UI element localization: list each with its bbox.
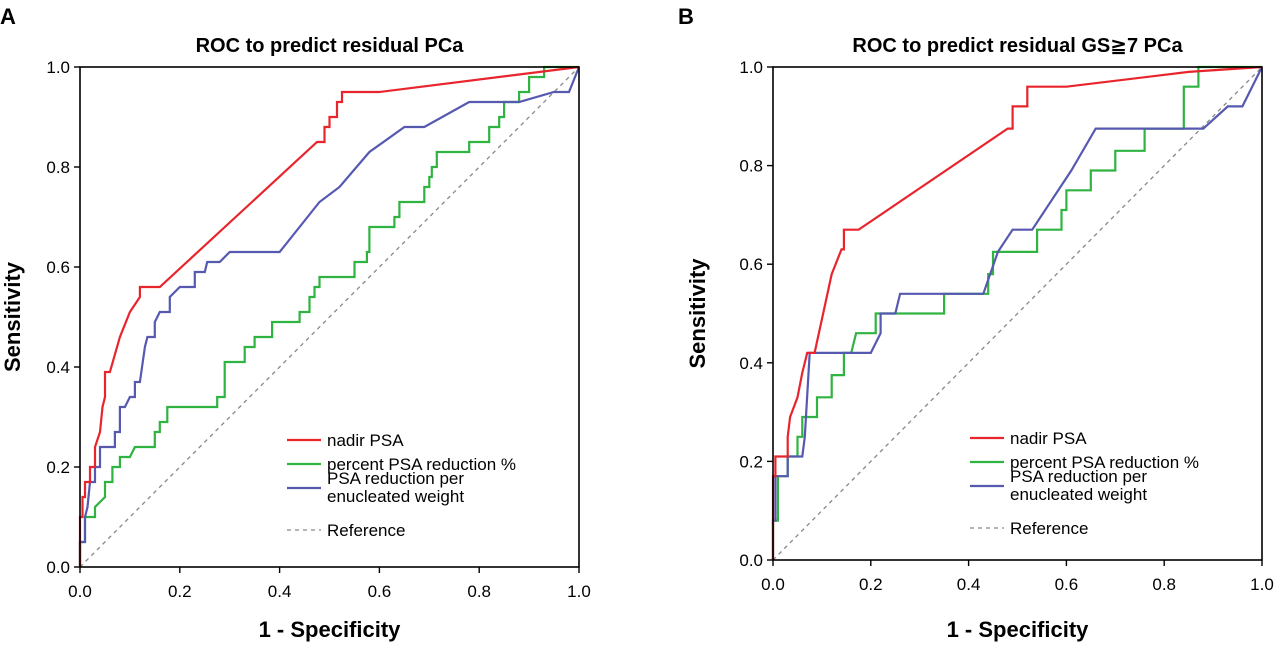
plot-frame: [772, 66, 1263, 561]
series-line-nadir-psa: [771, 65, 1263, 560]
series-line-reference: [772, 66, 1263, 561]
x-tick-label: 0.6: [368, 582, 392, 601]
y-tick-label: 0.4: [739, 354, 763, 373]
y-tick-label: 0.6: [739, 255, 763, 274]
legend: nadir PSA percent PSA reduction %PSA redu…: [970, 429, 1199, 538]
x-tick-label: 0.6: [1055, 575, 1079, 594]
series-line-percent-psa-reduction: [78, 65, 579, 567]
legend-label: Reference: [1010, 519, 1088, 538]
y-tick-label: 0.0: [739, 551, 763, 570]
x-tick-label: 1.0: [567, 582, 591, 601]
x-tick-label: 0.2: [859, 575, 883, 594]
y-tick-label: 1.0: [739, 58, 763, 77]
y-tick-label: 1.0: [46, 58, 70, 77]
x-tick-label: 0.2: [168, 582, 192, 601]
legend-label: percent PSA reduction %: [327, 455, 516, 474]
chart-panel-b: B ROC to predict residual GS≧7 PCa 0.0 0.2 0…: [678, 4, 1274, 642]
y-tick-label: 0.8: [739, 157, 763, 176]
legend-label: PSA reduction per enucleated weight: [1010, 467, 1147, 504]
x-tick-label: 0.8: [467, 582, 491, 601]
series-line-reference: [79, 66, 580, 568]
x-tick-label: 0.8: [1152, 575, 1176, 594]
legend: nadir PSA percent PSA reduction %PSA redu…: [287, 431, 516, 540]
panel-letter: A: [0, 4, 16, 29]
y-axis-label: Sensitivity: [685, 258, 710, 369]
y-tick-label: 0.6: [46, 258, 70, 277]
legend-label: nadir PSA: [327, 431, 404, 450]
panel-letter: B: [678, 4, 694, 29]
y-tick-label: 0.4: [46, 358, 70, 377]
series-line-percent-psa-reduction: [771, 65, 1262, 560]
x-tick-label: 0.0: [68, 582, 92, 601]
legend-label: percent PSA reduction %: [1010, 453, 1199, 472]
y-tick-label: 0.2: [739, 452, 763, 471]
x-tick-label: 0.0: [761, 575, 785, 594]
chart-panel-a: A ROC to predict residual PCa 0.0 0.2 0.4 0.6…: [0, 4, 591, 642]
plot-frame: [79, 66, 580, 568]
series-line-nadir-psa: [78, 65, 580, 567]
legend-label: PSA reduction per enucleated weight: [327, 469, 464, 506]
legend-label: nadir PSA: [1010, 429, 1087, 448]
y-tick-label: 0.2: [46, 458, 70, 477]
x-tick-label: 1.0: [1250, 575, 1274, 594]
x-tick-label: 0.4: [957, 575, 981, 594]
y-axis-label: Sensitivity: [0, 261, 25, 372]
chart-title: ROC to predict residual GS≧7 PCa: [852, 35, 1183, 57]
y-tick-label: 0.8: [46, 158, 70, 177]
chart-title: ROC to predict residual PCa: [196, 35, 465, 57]
x-axis-label: 1 - Specificity: [259, 617, 402, 642]
y-tick-label: 0.0: [46, 558, 70, 577]
x-tick-label: 0.4: [268, 582, 292, 601]
series-line-psa-reduction-per-enucleated-weight: [771, 66, 1263, 560]
legend-label: Reference: [327, 521, 405, 540]
x-axis-label: 1 - Specificity: [947, 617, 1090, 642]
